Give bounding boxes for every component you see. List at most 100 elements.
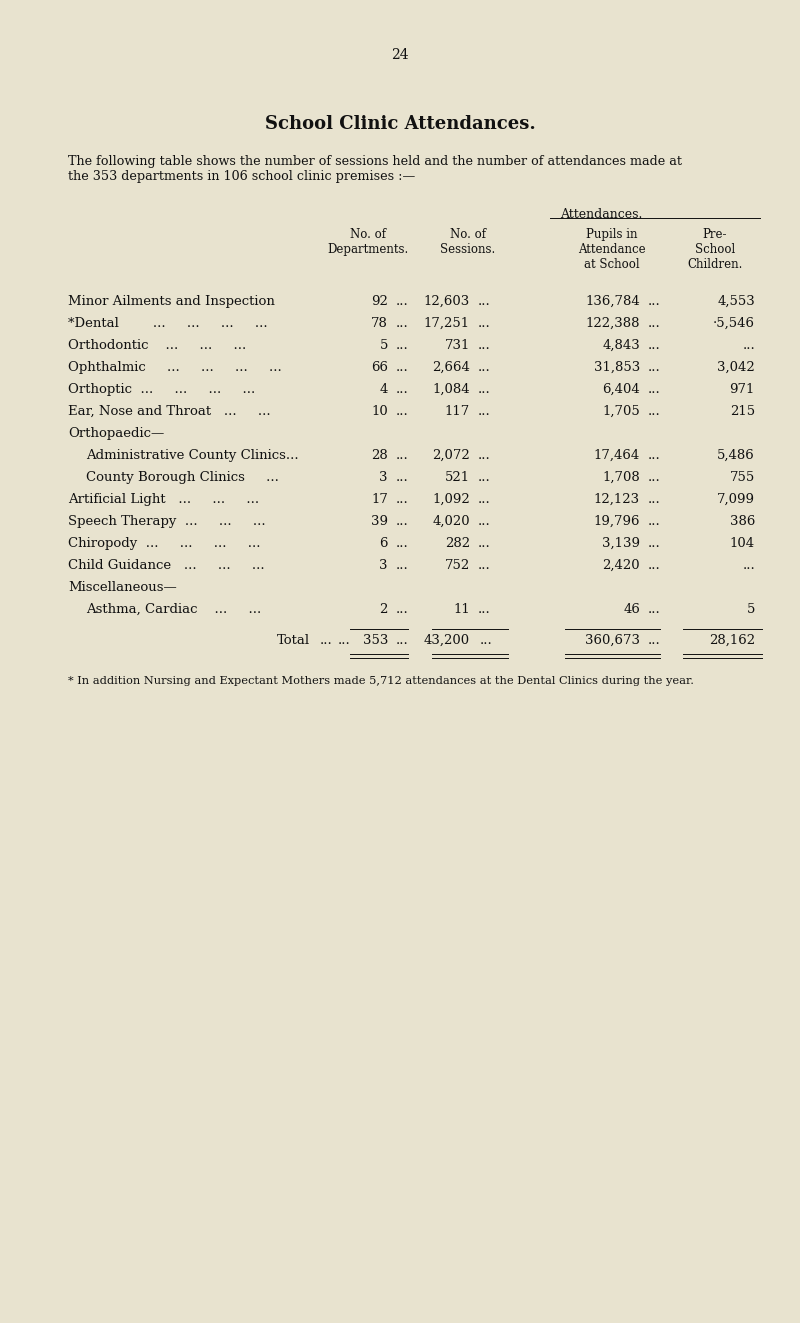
Text: ...: ... — [648, 295, 661, 308]
Text: 3: 3 — [379, 560, 388, 572]
Text: 136,784: 136,784 — [586, 295, 640, 308]
Text: 12,123: 12,123 — [594, 493, 640, 505]
Text: 117: 117 — [445, 405, 470, 418]
Text: School Clinic Attendances.: School Clinic Attendances. — [265, 115, 535, 134]
Text: Artificial Light   ...     ...     ...: Artificial Light ... ... ... — [68, 493, 259, 505]
Text: 28: 28 — [371, 448, 388, 462]
Text: ...: ... — [648, 318, 661, 329]
Text: ...: ... — [742, 339, 755, 352]
Text: ...: ... — [338, 634, 350, 647]
Text: 215: 215 — [730, 405, 755, 418]
Text: ...: ... — [648, 339, 661, 352]
Text: 17: 17 — [371, 493, 388, 505]
Text: Pupils in
Attendance
at School: Pupils in Attendance at School — [578, 228, 646, 271]
Text: 1,084: 1,084 — [432, 382, 470, 396]
Text: 5,486: 5,486 — [718, 448, 755, 462]
Text: ...: ... — [742, 560, 755, 572]
Text: ...: ... — [320, 634, 333, 647]
Text: 752: 752 — [445, 560, 470, 572]
Text: 46: 46 — [623, 603, 640, 617]
Text: 7,099: 7,099 — [717, 493, 755, 505]
Text: 17,251: 17,251 — [424, 318, 470, 329]
Text: No. of
Departments.: No. of Departments. — [327, 228, 409, 255]
Text: ...: ... — [478, 603, 490, 617]
Text: ...: ... — [396, 295, 409, 308]
Text: 1,092: 1,092 — [432, 493, 470, 505]
Text: ...: ... — [478, 515, 490, 528]
Text: ...: ... — [648, 382, 661, 396]
Text: 17,464: 17,464 — [594, 448, 640, 462]
Text: 66: 66 — [371, 361, 388, 374]
Text: 2,420: 2,420 — [602, 560, 640, 572]
Text: ...: ... — [648, 361, 661, 374]
Text: 4,553: 4,553 — [718, 295, 755, 308]
Text: ...: ... — [396, 318, 409, 329]
Text: ...: ... — [648, 515, 661, 528]
Text: 1,705: 1,705 — [602, 405, 640, 418]
Text: 31,853: 31,853 — [594, 361, 640, 374]
Text: 755: 755 — [730, 471, 755, 484]
Text: ...: ... — [648, 603, 661, 617]
Text: 4: 4 — [380, 382, 388, 396]
Text: ...: ... — [648, 448, 661, 462]
Text: Orthopaedic—: Orthopaedic— — [68, 427, 164, 441]
Text: 43,200: 43,200 — [424, 634, 470, 647]
Text: ...: ... — [396, 471, 409, 484]
Text: 1,708: 1,708 — [602, 471, 640, 484]
Text: ...: ... — [396, 634, 409, 647]
Text: 92: 92 — [371, 295, 388, 308]
Text: 4,020: 4,020 — [432, 515, 470, 528]
Text: ...: ... — [648, 560, 661, 572]
Text: 19,796: 19,796 — [594, 515, 640, 528]
Text: ...: ... — [478, 448, 490, 462]
Text: Orthodontic    ...     ...     ...: Orthodontic ... ... ... — [68, 339, 246, 352]
Text: ...: ... — [648, 471, 661, 484]
Text: Administrative County Clinics...: Administrative County Clinics... — [86, 448, 298, 462]
Text: 11: 11 — [454, 603, 470, 617]
Text: ...: ... — [396, 603, 409, 617]
Text: 4,843: 4,843 — [602, 339, 640, 352]
Text: 521: 521 — [445, 471, 470, 484]
Text: 282: 282 — [445, 537, 470, 550]
Text: Ophthalmic     ...     ...     ...     ...: Ophthalmic ... ... ... ... — [68, 361, 282, 374]
Text: 2,664: 2,664 — [432, 361, 470, 374]
Text: Total: Total — [277, 634, 310, 647]
Text: ...: ... — [478, 318, 490, 329]
Text: 731: 731 — [445, 339, 470, 352]
Text: 10: 10 — [371, 405, 388, 418]
Text: Miscellaneous—: Miscellaneous— — [68, 581, 177, 594]
Text: ...: ... — [648, 537, 661, 550]
Text: *Dental        ...     ...     ...     ...: *Dental ... ... ... ... — [68, 318, 268, 329]
Text: 2: 2 — [380, 603, 388, 617]
Text: 360,673: 360,673 — [585, 634, 640, 647]
Text: Speech Therapy  ...     ...     ...: Speech Therapy ... ... ... — [68, 515, 266, 528]
Text: Minor Ailments and Inspection: Minor Ailments and Inspection — [68, 295, 275, 308]
Text: 12,603: 12,603 — [424, 295, 470, 308]
Text: 39: 39 — [371, 515, 388, 528]
Text: ...: ... — [478, 295, 490, 308]
Text: ...: ... — [396, 515, 409, 528]
Text: 5: 5 — [746, 603, 755, 617]
Text: The following table shows the number of sessions held and the number of attendan: The following table shows the number of … — [68, 155, 682, 168]
Text: 28,162: 28,162 — [709, 634, 755, 647]
Text: Attendances.: Attendances. — [560, 208, 642, 221]
Text: 971: 971 — [730, 382, 755, 396]
Text: Chiropody  ...     ...     ...     ...: Chiropody ... ... ... ... — [68, 537, 261, 550]
Text: ...: ... — [478, 382, 490, 396]
Text: Orthoptic  ...     ...     ...     ...: Orthoptic ... ... ... ... — [68, 382, 255, 396]
Text: 386: 386 — [730, 515, 755, 528]
Text: ...: ... — [396, 493, 409, 505]
Text: ·5,546: ·5,546 — [713, 318, 755, 329]
Text: ...: ... — [478, 537, 490, 550]
Text: ...: ... — [478, 560, 490, 572]
Text: ...: ... — [396, 339, 409, 352]
Text: ...: ... — [648, 493, 661, 505]
Text: ...: ... — [648, 405, 661, 418]
Text: 24: 24 — [391, 48, 409, 62]
Text: ...: ... — [396, 448, 409, 462]
Text: 3,042: 3,042 — [718, 361, 755, 374]
Text: the 353 departments in 106 school clinic premises :—: the 353 departments in 106 school clinic… — [68, 169, 415, 183]
Text: 2,072: 2,072 — [432, 448, 470, 462]
Text: 6,404: 6,404 — [602, 382, 640, 396]
Text: ...: ... — [396, 382, 409, 396]
